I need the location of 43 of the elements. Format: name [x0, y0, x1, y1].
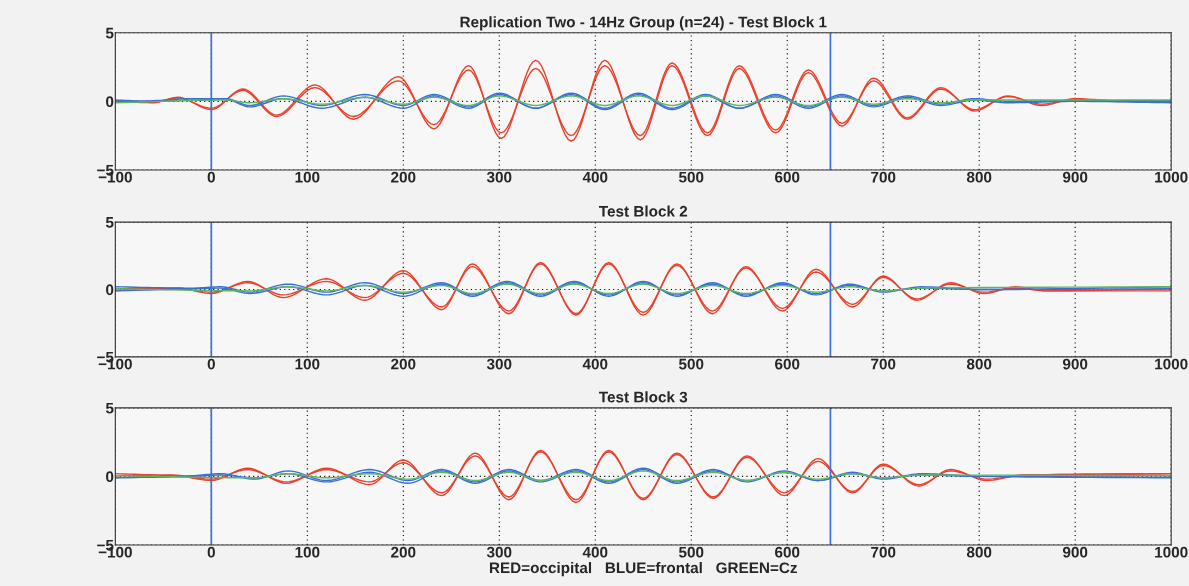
x-tick-label: 400 [582, 171, 608, 183]
x-tick-label: 700 [871, 358, 896, 370]
x-tick-label: 200 [391, 358, 416, 370]
x-tick-label: 0 [207, 358, 215, 370]
x-tick-label: 500 [678, 358, 704, 370]
chart-title: Replication Two - 14Hz Group (n=24) - Test Block 1 [460, 16, 827, 31]
x-tick-label: 700 [871, 546, 896, 558]
x-tick-label: 700 [871, 171, 896, 183]
x-tick-label: 800 [966, 171, 992, 183]
x-tick-label: 600 [775, 358, 800, 370]
y-tick-label: 5 [105, 27, 114, 39]
y-tick-label: 5 [105, 217, 114, 228]
y-tick-label: 5 [105, 402, 114, 414]
x-tick-label: 900 [1062, 546, 1088, 558]
x-tick-label: 100 [295, 546, 320, 558]
x-tick-label: 900 [1062, 358, 1088, 370]
x-tick-label: 600 [775, 171, 800, 183]
x-tick-label: 1000 [1155, 171, 1188, 183]
y-tick-label: 0 [106, 471, 114, 483]
x-axis-title: RED=occipital BLUE=frontal GREEN=Cz [489, 562, 797, 577]
x-tick-label: 600 [775, 546, 800, 558]
y-tick-label: 0 [106, 284, 114, 296]
x-tick-label: 200 [391, 171, 416, 183]
x-tick-label: 300 [486, 171, 512, 183]
y-tick-label: 0 [106, 96, 114, 108]
x-tick-label: 400 [582, 358, 608, 370]
chart-title: Test Block 2 [598, 205, 688, 217]
x-tick-label: 100 [295, 171, 320, 183]
x-tick-label: 1000 [1155, 546, 1188, 558]
x-tick-label: 500 [678, 171, 704, 183]
x-tick-label: 200 [391, 546, 416, 558]
x-tick-label: 300 [486, 358, 512, 370]
x-tick-label: 500 [678, 546, 704, 558]
x-tick-label: 100 [295, 358, 320, 370]
x-tick-label: 0 [207, 171, 215, 183]
x-tick-label: 0 [207, 546, 215, 558]
x-tick-label: 800 [966, 358, 992, 370]
x-tick-label: 400 [582, 546, 608, 558]
x-tick-label: 900 [1062, 171, 1088, 183]
x-tick-label: 800 [966, 546, 992, 558]
chart-title: Test Block 3 [598, 391, 688, 403]
x-tick-label: 300 [486, 546, 512, 558]
x-tick-label: 1000 [1155, 358, 1188, 370]
